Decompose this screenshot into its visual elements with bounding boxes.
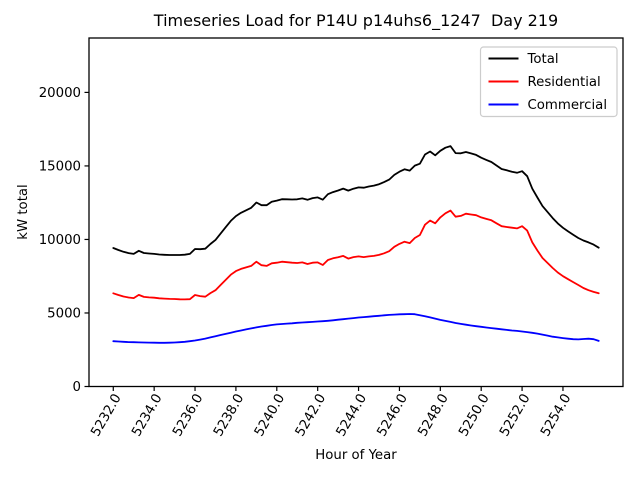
y-tick-label: 0 (73, 380, 81, 395)
x-tick-label: 5232.0 (88, 392, 124, 440)
y-tick-label: 15000 (39, 160, 81, 175)
x-tick-label: 5248.0 (416, 392, 452, 440)
x-tick-label: 5236.0 (170, 392, 206, 440)
series-line-total (112, 145, 600, 256)
x-tick-label: 5244.0 (334, 392, 370, 440)
x-tick-label: 5234.0 (129, 392, 165, 440)
x-tick-label: 5254.0 (538, 392, 574, 440)
legend-box (479, 46, 618, 118)
series-line-residential (112, 209, 600, 301)
y-axis-label: kW total (16, 184, 31, 239)
legend-label-total: Total (527, 52, 559, 67)
legend-label-commercial: Commercial (528, 98, 608, 113)
plot-border (88, 37, 624, 388)
x-tick-label: 5238.0 (211, 392, 247, 440)
y-tick-label: 10000 (39, 233, 81, 248)
chart-title: Timeseries Load for P14U p14uhs6_1247 Da… (153, 11, 558, 31)
x-tick-label: 5240.0 (252, 392, 288, 440)
legend-label-residential: Residential (528, 75, 601, 90)
y-tick-label: 20000 (39, 86, 81, 101)
series-line-commercial (112, 313, 600, 344)
x-tick-label: 5242.0 (293, 392, 329, 440)
x-tick-label: 5252.0 (497, 392, 533, 440)
x-tick-label: 5246.0 (375, 392, 411, 440)
x-tick-label: 5250.0 (456, 392, 492, 440)
y-tick-label: 5000 (47, 307, 81, 322)
x-axis-label: Hour of Year (315, 448, 397, 463)
